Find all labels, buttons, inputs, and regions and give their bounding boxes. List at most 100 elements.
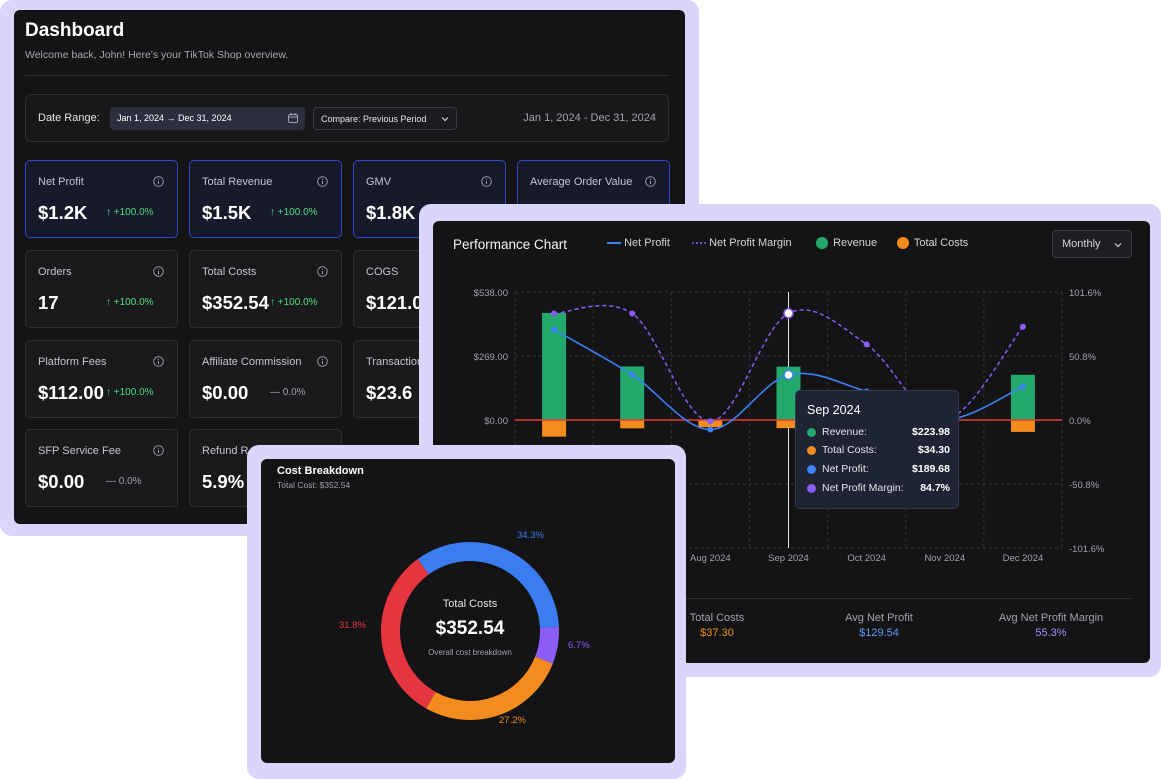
stat-label: Avg Net Profit Margin: [998, 612, 1104, 624]
costs-bar: [1010, 420, 1035, 432]
metric-value: $112.00: [38, 382, 104, 403]
metric-value: $352.54: [202, 292, 269, 313]
net-profit-point-active: [783, 369, 794, 381]
x-tick-label: Dec 2024: [1003, 553, 1044, 564]
metric-card[interactable]: SFP Service Fee $0.00 — 0.0%: [25, 429, 178, 507]
metric-card[interactable]: Total Revenue $1.5K ↑ +100.0%: [189, 160, 342, 238]
cost-donut-chart[interactable]: [261, 459, 675, 763]
metric-label: Platform Fees: [38, 356, 107, 368]
y2-tick-label: 0.0%: [1069, 416, 1091, 427]
metric-change: ↑ +100.0%: [106, 297, 154, 308]
tooltip-row-name: Total Costs:: [822, 444, 877, 456]
x-tick-label: Oct 2024: [847, 553, 886, 564]
costs-dot-icon: [807, 446, 816, 455]
margin-point: [1019, 323, 1026, 330]
metric-card[interactable]: Platform Fees $112.00 ↑ +100.0%: [25, 340, 178, 418]
metric-value: 5.9%: [202, 471, 245, 492]
donut-center-value: $352.54: [435, 618, 505, 639]
period-select-label: Monthly: [1062, 238, 1101, 250]
margin-point: [863, 341, 870, 348]
metric-change: ↑ +100.0%: [270, 207, 318, 218]
net-profit-point: [1019, 383, 1026, 390]
info-icon[interactable]: [153, 356, 164, 367]
donut-slice[interactable]: [417, 542, 559, 628]
legend-total-costs[interactable]: Total Costs: [897, 237, 968, 250]
y-tick-label: $538.00: [474, 288, 508, 299]
info-icon[interactable]: [153, 445, 164, 456]
tooltip-row-name: Net Profit Margin:: [822, 482, 904, 494]
metric-change: ↑ +100.0%: [106, 387, 154, 398]
x-tick-label: Nov 2024: [924, 553, 965, 564]
metric-card[interactable]: Orders 17 ↑ +100.0%: [25, 250, 178, 328]
date-range-bar: Date Range: Jan 1, 2024 → Dec 31, 2024 C…: [25, 94, 669, 142]
slice-label: 6.7%: [568, 640, 590, 651]
circle-legend-icon: [816, 237, 828, 250]
metric-change: — 0.0%: [270, 387, 306, 398]
revenue-dot-icon: [807, 428, 816, 437]
cost-breakdown-panel: Cost Breakdown Total Cost: $352.54 Total…: [261, 459, 675, 763]
stat-avg-net-profit: Avg Net Profit $129.54: [809, 612, 949, 639]
info-icon[interactable]: [317, 266, 328, 277]
metric-card[interactable]: Affiliate Commission $0.00 — 0.0%: [189, 340, 342, 418]
stat-label: Total Costs: [689, 612, 745, 624]
info-icon[interactable]: [153, 266, 164, 277]
compare-select[interactable]: Compare: Previous Period: [313, 107, 457, 130]
revenue-bar: [1010, 374, 1035, 420]
donut-slice[interactable]: [535, 627, 559, 664]
stat-value: 55.3%: [1035, 627, 1067, 639]
chart-tooltip: Sep 2024 Revenue: $223.98 Total Costs: $…: [795, 390, 959, 509]
net-profit-point: [707, 426, 714, 433]
date-range-input[interactable]: Jan 1, 2024 → Dec 31, 2024: [110, 107, 305, 130]
legend-net-profit-label: Net Profit: [624, 237, 670, 249]
info-icon[interactable]: [317, 356, 328, 367]
legend-revenue-label: Revenue: [833, 237, 878, 249]
y-tick-label: $0.00: [484, 416, 508, 427]
tooltip-title: Sep 2024: [807, 403, 861, 417]
metric-value: $1.2K: [38, 202, 88, 223]
slice-label: 27.2%: [499, 715, 526, 726]
metric-value: $121.0: [366, 292, 423, 313]
cost-breakdown-title: Cost Breakdown: [277, 465, 364, 477]
metric-change: ↑ +100.0%: [270, 297, 318, 308]
date-range-display: Jan 1, 2024 - Dec 31, 2024: [523, 112, 656, 124]
y-tick-label: $269.00: [474, 352, 508, 363]
tooltip-row-name: Net Profit:: [822, 463, 869, 475]
margin-point: [707, 418, 714, 425]
performance-chart-panel: $538.00 $269.00 $0.00 101.6% 50.8% 0.0% -50.8%…: [433, 221, 1150, 663]
metric-value: $1.5K: [202, 202, 252, 223]
donut-slice[interactable]: [426, 656, 553, 720]
chevron-down-icon: [441, 117, 449, 122]
calendar-icon[interactable]: [287, 112, 299, 124]
metric-label: SFP Service Fee: [38, 445, 121, 457]
costs-bar: [776, 420, 801, 429]
metric-change: ↑ +100.0%: [106, 207, 154, 218]
metric-label: Transaction: [366, 356, 424, 368]
info-icon[interactable]: [481, 176, 492, 187]
dashed-line-legend-icon: [692, 242, 706, 244]
info-icon[interactable]: [153, 176, 164, 187]
x-tick-label: Aug 2024: [690, 553, 731, 564]
legend-revenue[interactable]: Revenue: [816, 237, 878, 250]
period-select[interactable]: Monthly: [1052, 230, 1132, 258]
metric-card[interactable]: Total Costs $352.54 ↑ +100.0%: [189, 250, 342, 328]
tooltip-row-value: 84.7%: [920, 482, 950, 494]
donut-slice[interactable]: [381, 559, 436, 709]
performance-chart[interactable]: $538.00 $269.00 $0.00 101.6% 50.8% 0.0% -50.8%…: [433, 221, 1150, 663]
info-icon[interactable]: [645, 176, 656, 187]
legend-net-profit[interactable]: Net Profit: [607, 237, 670, 249]
slice-label: 31.8%: [339, 620, 366, 631]
compare-select-label: Compare: Previous Period: [321, 114, 427, 124]
metric-change: — 0.0%: [106, 476, 142, 487]
info-icon[interactable]: [317, 176, 328, 187]
tooltip-row-value: $34.30: [917, 444, 950, 456]
metric-value: $23.6: [366, 382, 413, 403]
metric-card[interactable]: Net Profit $1.2K ↑ +100.0%: [25, 160, 178, 238]
metric-value: $0.00: [202, 382, 249, 403]
stat-total-costs: Total Costs $37.30: [647, 612, 787, 639]
costs-bar: [620, 420, 645, 429]
slice-label: 34.3%: [517, 530, 544, 541]
legend-net-profit-margin[interactable]: Net Profit Margin: [692, 237, 792, 249]
margin-point-active: [783, 308, 794, 319]
cost-breakdown-subtitle: Total Cost: $352.54: [277, 480, 351, 490]
metric-label: Average Order Value: [530, 176, 633, 188]
